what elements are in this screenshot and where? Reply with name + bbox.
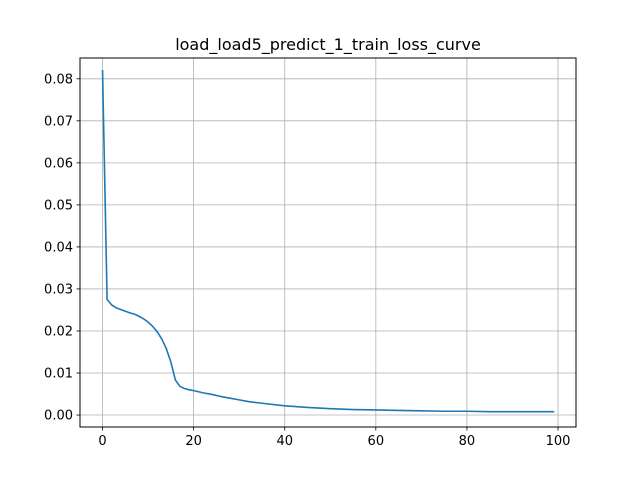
series-layer: [101, 70, 555, 413]
y-tick-label: 0.04: [44, 240, 73, 255]
series-line-train-loss: [101, 70, 555, 413]
y-tick-label: 0.08: [44, 72, 73, 87]
y-tick-label: 0.02: [44, 324, 73, 339]
x-tick-label: 60: [368, 434, 385, 449]
y-tick-label: 0.00: [44, 409, 73, 424]
y-tick-label: 0.01: [44, 366, 73, 381]
y-tick-label: 0.06: [44, 156, 73, 171]
grid-layer: [80, 58, 576, 427]
x-tick-label: 0: [98, 434, 106, 449]
y-tick-label: 0.05: [44, 198, 73, 213]
x-tick-label: 40: [276, 434, 293, 449]
y-tick-label: 0.07: [44, 114, 73, 129]
ticks-layer: 0 20 40 60 80 100 0.00 0.01 0.02 0.03 0.04 0.05 0.06…: [44, 72, 570, 449]
x-tick-label: 80: [459, 434, 476, 449]
chart-title: load_load5_predict_1_train_loss_curve: [175, 35, 481, 55]
x-tick-label: 100: [546, 434, 571, 449]
x-tick-label: 20: [185, 434, 202, 449]
y-tick-label: 0.03: [44, 282, 73, 297]
plot-frame: [79, 57, 577, 428]
